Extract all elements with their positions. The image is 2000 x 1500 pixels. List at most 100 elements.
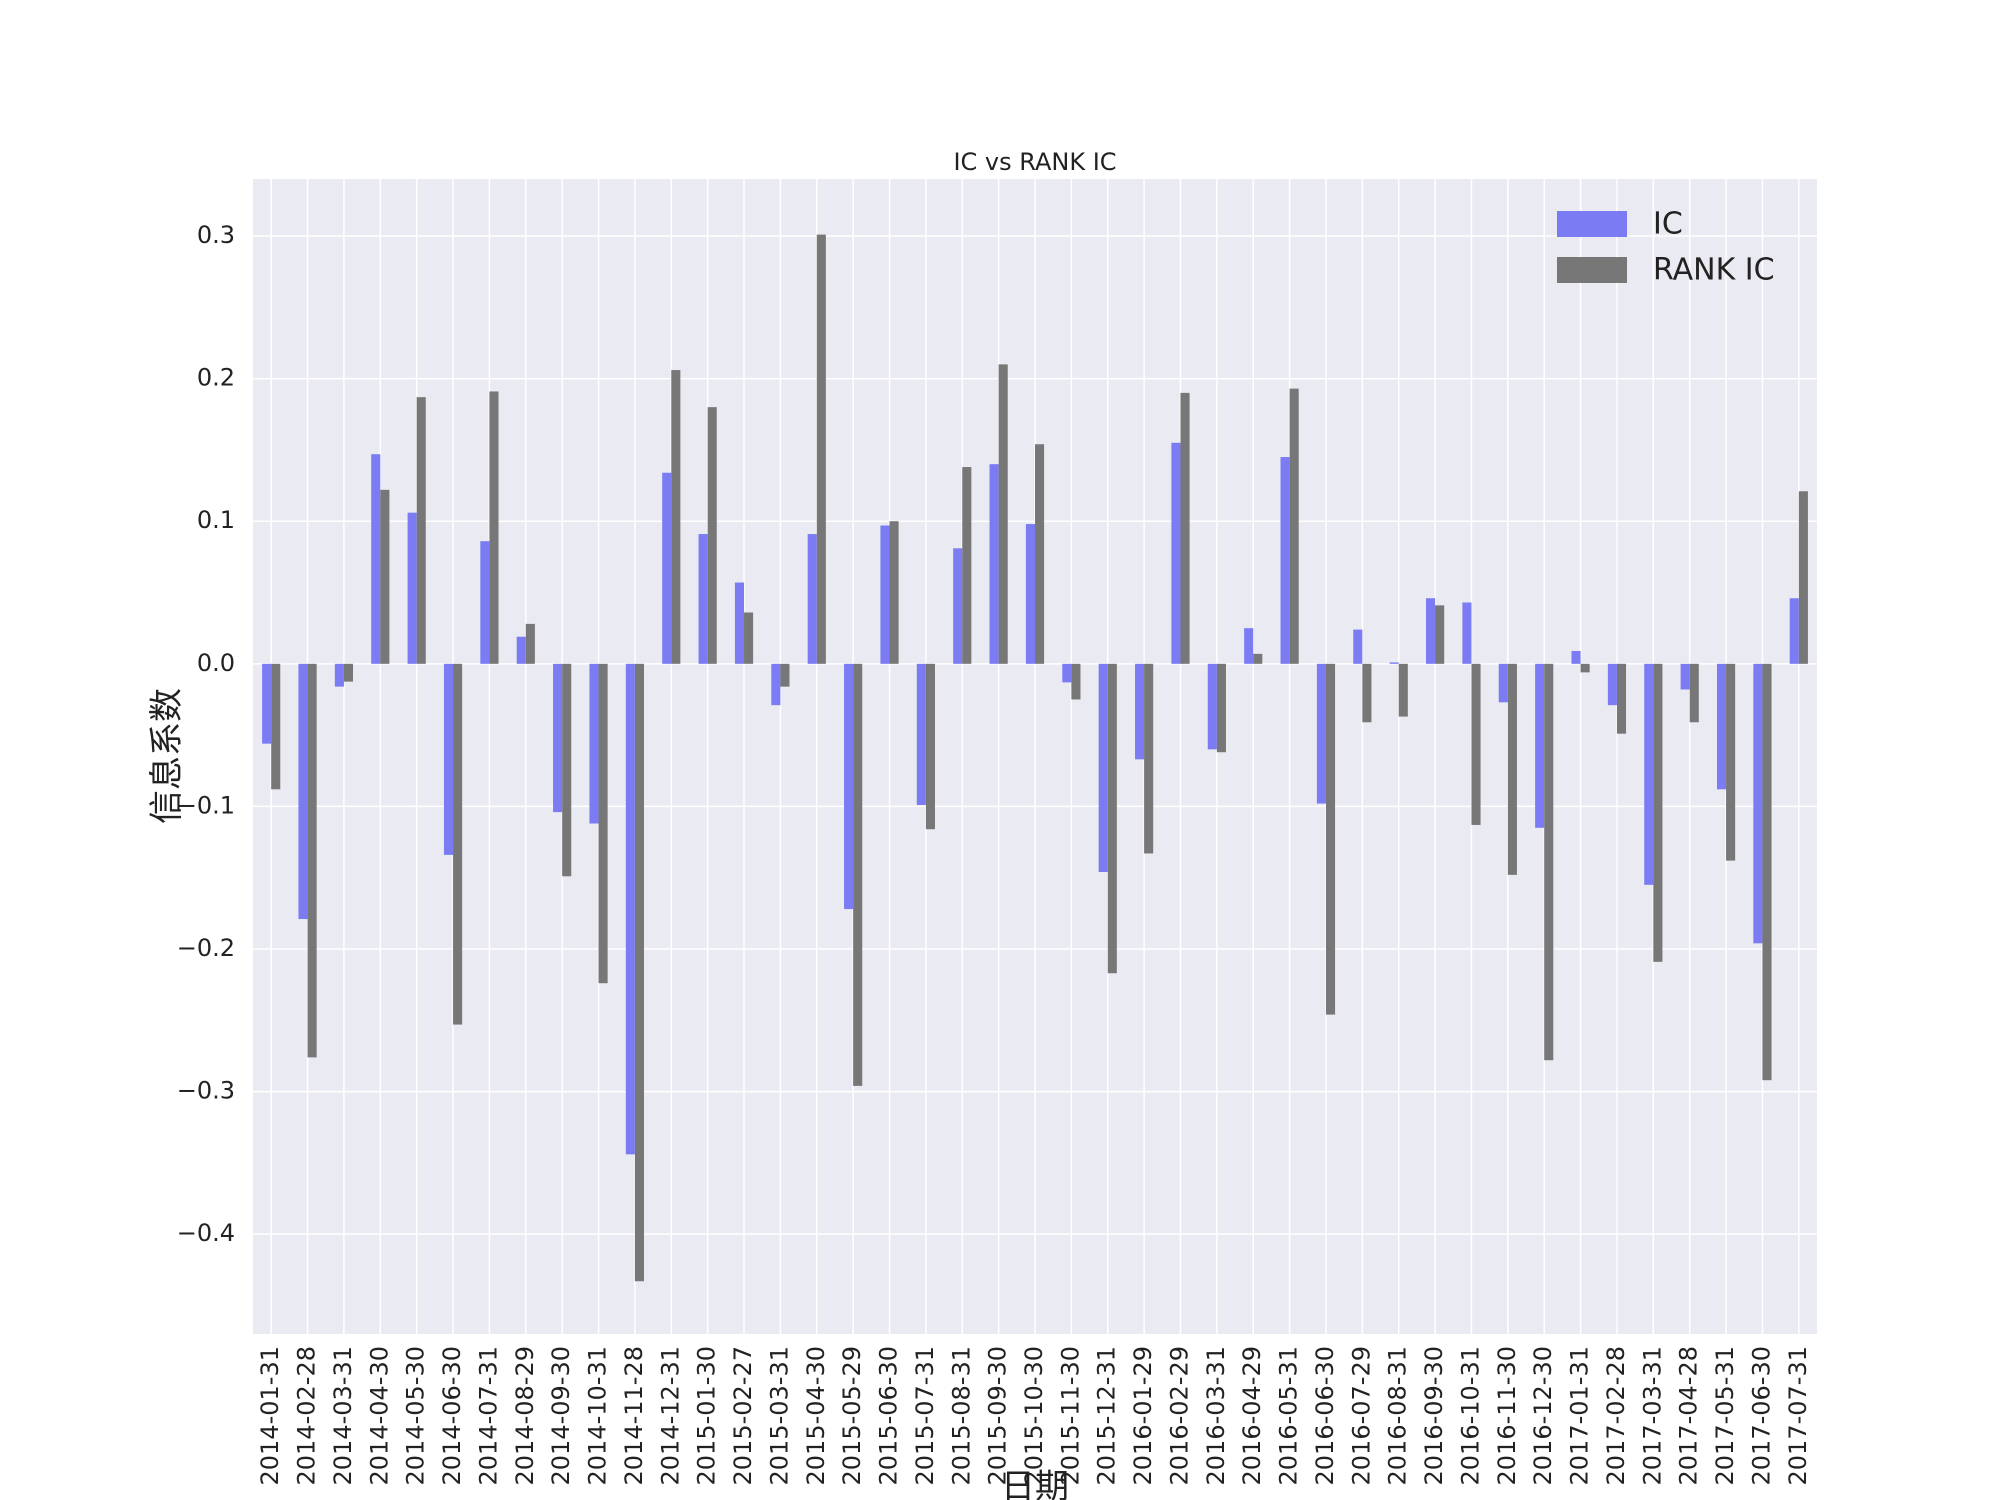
bar [1644, 663, 1654, 885]
bar [1753, 663, 1763, 944]
bar [1289, 388, 1299, 664]
bar [1507, 663, 1517, 875]
bar [816, 234, 826, 664]
x-tick-label: 2016-09-30 [1420, 1346, 1448, 1485]
x-tick-label: 2017-04-28 [1675, 1346, 1703, 1485]
bar [1616, 663, 1627, 734]
bar [298, 663, 308, 920]
bar [1580, 663, 1590, 673]
bar [1362, 663, 1372, 723]
x-tick-label: 2016-10-31 [1456, 1346, 1484, 1485]
y-tick-label: −0.2 [177, 934, 235, 962]
bar [553, 663, 563, 813]
bar [780, 663, 790, 687]
x-tick-label: 2014-02-28 [293, 1346, 321, 1485]
bar [443, 663, 454, 855]
bar [1180, 392, 1190, 664]
bar [1316, 663, 1326, 804]
x-tick-label: 2016-12-30 [1529, 1346, 1557, 1485]
bar [853, 663, 863, 1086]
x-tick-label: 2015-08-31 [947, 1346, 975, 1485]
x-tick-label: 2017-05-31 [1711, 1346, 1739, 1485]
bar [1716, 663, 1727, 790]
x-tick-label: 2015-06-30 [875, 1346, 903, 1485]
bar [1098, 663, 1108, 872]
legend-label: RANK IC [1653, 253, 1775, 288]
x-tick-label: 2016-05-31 [1275, 1346, 1303, 1485]
bar [1435, 605, 1445, 664]
x-tick-label: 2014-03-31 [329, 1346, 357, 1485]
bar [1607, 663, 1617, 706]
bar [1426, 598, 1436, 664]
bar [734, 582, 745, 664]
bar [925, 663, 935, 830]
bar [1025, 524, 1035, 664]
bar [844, 663, 854, 910]
x-tick-label: 2015-04-30 [802, 1346, 830, 1485]
x-tick-label: 2017-01-31 [1566, 1346, 1594, 1485]
x-tick-label: 2017-07-31 [1784, 1346, 1812, 1485]
x-tick-label: 2017-03-31 [1638, 1346, 1666, 1485]
bar [1071, 663, 1081, 700]
x-tick-label: 2014-07-31 [474, 1346, 502, 1485]
bar [1689, 663, 1699, 723]
bar [1462, 602, 1472, 664]
y-axis-label: 信息系数 [147, 688, 187, 824]
bar [453, 663, 463, 1025]
bar [480, 541, 490, 664]
bar [1280, 457, 1290, 664]
bar [562, 663, 572, 877]
bar [1471, 663, 1481, 825]
bar [1135, 663, 1145, 760]
bar [1389, 662, 1399, 664]
x-tick-label: 2016-03-31 [1202, 1346, 1230, 1485]
bar [662, 472, 672, 664]
bar [380, 489, 390, 664]
x-tick-label: 2015-02-27 [729, 1346, 757, 1485]
bar [343, 663, 354, 682]
legend-swatch [1557, 257, 1627, 283]
bar [271, 663, 281, 790]
bar [1398, 663, 1408, 717]
x-tick-label: 2015-05-29 [838, 1346, 866, 1485]
x-tick-label: 2014-10-31 [584, 1346, 612, 1485]
bar [1035, 444, 1045, 664]
bar [634, 663, 644, 1282]
bar [998, 364, 1008, 664]
x-tick-label: 2015-09-30 [984, 1346, 1012, 1485]
x-tick-label: 2016-11-30 [1493, 1346, 1521, 1485]
bar [953, 548, 963, 664]
bar [625, 663, 635, 1155]
bar [1498, 663, 1508, 703]
x-tick-label: 2014-04-30 [365, 1346, 393, 1485]
bar [707, 407, 717, 664]
y-tick-label: 0.0 [197, 649, 235, 677]
bar [516, 636, 526, 664]
bar [698, 534, 708, 664]
y-tick-label: −0.3 [177, 1077, 235, 1105]
bar [1216, 663, 1226, 753]
x-tick-label: 2015-03-31 [765, 1346, 793, 1485]
bar [807, 534, 817, 664]
bar [1253, 653, 1263, 664]
chart-title: IC vs RANK IC [953, 148, 1116, 176]
x-tick-label: 2016-08-31 [1384, 1346, 1412, 1485]
bar [1535, 663, 1545, 828]
bar [1544, 663, 1554, 1061]
bar [880, 525, 890, 664]
bar [407, 512, 417, 664]
bar [1171, 442, 1181, 664]
x-tick-label: 2017-06-30 [1747, 1346, 1775, 1485]
x-tick-label: 2015-11-30 [1056, 1346, 1084, 1485]
bar [1207, 663, 1217, 750]
bar [1325, 663, 1336, 1015]
bar [1653, 663, 1663, 962]
bar [989, 464, 999, 664]
bar [489, 391, 499, 664]
bar [1571, 650, 1581, 664]
x-tick-label: 2015-07-31 [911, 1346, 939, 1485]
legend-label: IC [1653, 207, 1683, 242]
bar [598, 663, 608, 984]
bar [1107, 663, 1117, 974]
bar [962, 467, 972, 664]
